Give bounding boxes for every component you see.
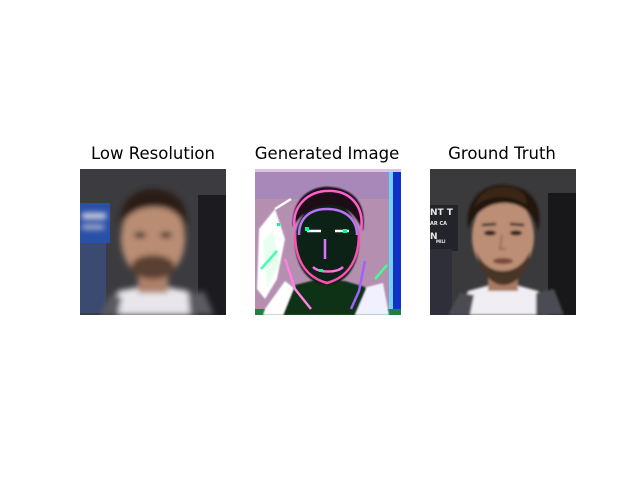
low-resolution-image: [80, 169, 226, 315]
ground-truth-backdrop-text-3: N: [430, 232, 438, 242]
ground-truth-backdrop-text-2: AR CA: [430, 221, 447, 227]
ground-truth-backdrop-text-4: MILI: [436, 239, 446, 244]
ground-truth-backdrop-text-1: NT T: [430, 208, 454, 218]
ground-truth-image: NT T AR CA N MILI: [430, 169, 576, 315]
low-resolution-title: Low Resolution: [91, 144, 215, 163]
generated-image-title: Generated Image: [254, 144, 400, 163]
ground-truth-title: Ground Truth: [448, 144, 556, 163]
generated-image: [255, 169, 401, 315]
